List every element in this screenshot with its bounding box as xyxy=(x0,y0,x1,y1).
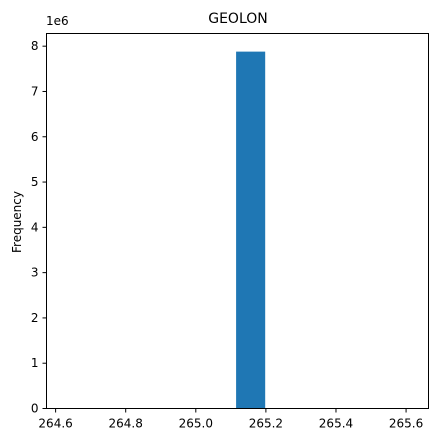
y-tick-label: 7 xyxy=(31,84,39,98)
bars-layer xyxy=(236,51,266,409)
y-tick-label: 6 xyxy=(31,130,39,144)
y-axis-scale-label: 1e6 xyxy=(46,14,69,28)
x-axis-ticks: 264.6 264.8 265.0 265.2 265.4 265.6 xyxy=(38,408,423,431)
x-tick-label: 265.4 xyxy=(319,417,353,431)
y-tick-label: 2 xyxy=(31,311,39,325)
plot-frame xyxy=(46,33,429,409)
y-tick-label: 3 xyxy=(31,266,39,280)
y-tick-label: 8 xyxy=(31,39,39,53)
x-tick-label: 265.2 xyxy=(249,417,283,431)
x-tick-label: 265.6 xyxy=(389,417,423,431)
chart-title: GEOLON xyxy=(208,11,268,27)
histogram-bar xyxy=(236,51,266,409)
y-tick-label: 1 xyxy=(31,356,39,370)
x-tick-label: 264.6 xyxy=(38,417,72,431)
x-tick-label: 264.8 xyxy=(109,417,143,431)
y-tick-label: 0 xyxy=(31,402,39,416)
x-tick-label: 265.0 xyxy=(179,417,213,431)
y-axis-ticks: 0 1 2 3 4 5 6 7 8 xyxy=(31,39,47,416)
y-tick-label: 4 xyxy=(31,220,39,234)
y-axis-label: Frequency xyxy=(10,191,24,253)
y-tick-label: 5 xyxy=(31,175,39,189)
